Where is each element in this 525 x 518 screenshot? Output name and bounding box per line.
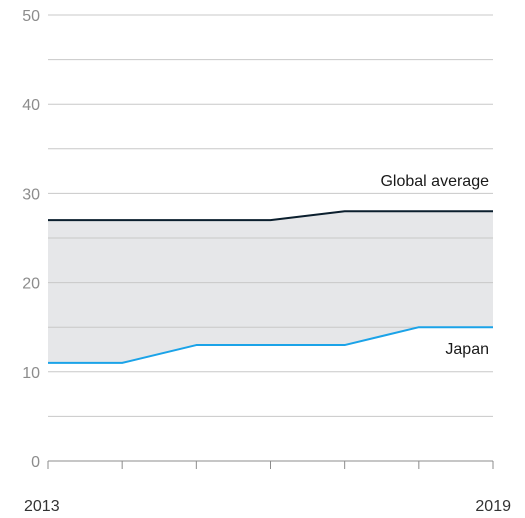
series-line-global-average	[48, 210, 493, 222]
labels-layer: 0 10 20 30 40 50 2013 2019 Global average Japan	[22, 8, 511, 515]
y-tick-label: 50	[22, 8, 40, 25]
y-tick-label: 10	[22, 365, 40, 382]
y-tick-label: 40	[22, 97, 40, 114]
series-label-japan: Japan	[445, 341, 489, 358]
y-tick-label: 0	[31, 454, 40, 471]
series-line-japan	[48, 326, 493, 364]
shaded-band-layer	[48, 211, 493, 363]
y-tick-label: 30	[22, 186, 40, 203]
series-label-global-average: Global average	[380, 173, 489, 190]
series-lines-layer	[48, 210, 493, 364]
shaded-band	[48, 211, 493, 363]
x-axis	[47, 460, 494, 469]
x-tick-label: 2019	[475, 498, 511, 515]
x-tick-label: 2013	[24, 498, 60, 515]
gridlines-layer	[48, 14, 493, 417]
y-tick-label: 20	[22, 276, 40, 293]
